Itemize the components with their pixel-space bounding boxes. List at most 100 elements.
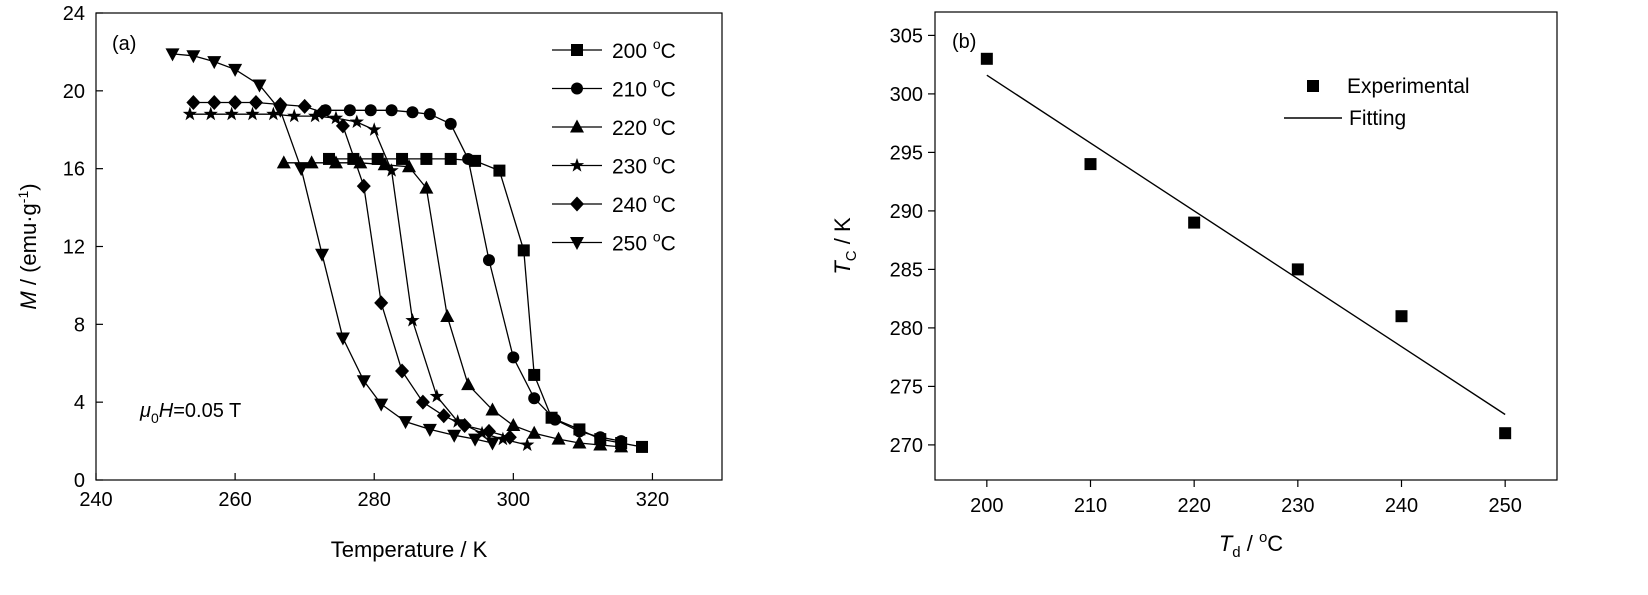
data-point — [398, 416, 413, 430]
chart-b: 200 210 220 230 240 250 270 275 280 285 290 295 300 3… — [830, 11, 1558, 561]
data-point — [385, 104, 398, 117]
series-210 — [319, 104, 628, 448]
panel-label-b: (b) — [952, 31, 976, 53]
data-point — [422, 423, 437, 437]
data-point — [1395, 310, 1408, 323]
data-point — [347, 152, 360, 165]
data-point — [186, 50, 201, 64]
data-point — [528, 368, 541, 381]
data-point — [461, 377, 476, 391]
data-point — [384, 163, 399, 177]
x-tick-label: 250 — [1488, 495, 1521, 517]
legend-marker — [570, 196, 584, 212]
data-point — [356, 375, 371, 389]
data-point — [371, 152, 384, 165]
data-point — [328, 155, 343, 169]
y-tick-label: 24 — [63, 3, 85, 25]
series-250 — [165, 48, 500, 451]
y-tick-label: 4 — [74, 392, 85, 414]
data-point — [395, 363, 410, 379]
y-tick-label: 295 — [890, 142, 923, 164]
data-point — [517, 244, 530, 257]
legend-label: 200 oC — [612, 36, 676, 63]
data-point — [245, 106, 260, 121]
fit-line — [986, 74, 1506, 416]
data-point — [1291, 263, 1304, 276]
data-point — [450, 414, 465, 428]
y-tick-label: 305 — [890, 25, 923, 47]
series-line — [193, 101, 511, 438]
data-point — [1084, 158, 1097, 171]
data-point — [228, 63, 243, 77]
data-point — [528, 392, 541, 405]
y-axis-title: M / (emu·g-1) — [15, 183, 41, 309]
data-point — [406, 106, 419, 119]
data-point — [502, 429, 517, 445]
y-tick-label: 20 — [63, 81, 85, 103]
legend-label: 250 oC — [612, 229, 676, 256]
x-axis-title: Temperature / K — [331, 537, 488, 562]
data-point — [485, 402, 500, 416]
legend-marker — [571, 44, 583, 56]
data-point — [307, 108, 323, 123]
legend-entry-experimental: Experimental — [1307, 75, 1470, 98]
y-tick-label: 12 — [63, 237, 85, 259]
data-point — [482, 254, 495, 267]
data-point — [436, 408, 451, 424]
data-point — [207, 95, 222, 111]
data-point — [593, 437, 608, 451]
y-tick-label: 8 — [74, 314, 85, 336]
legend-entry-200: 200 oC — [552, 36, 676, 63]
legend-entry-220: 220 oC — [552, 113, 676, 140]
data-point — [572, 435, 587, 449]
data-point — [203, 106, 218, 121]
data-point — [207, 56, 222, 70]
data-point — [273, 104, 288, 118]
data-point — [440, 309, 455, 323]
data-point — [335, 118, 350, 134]
legend-entry-240: 240 oC — [552, 190, 676, 217]
legend-label: 220 oC — [612, 113, 676, 140]
data-point — [364, 104, 377, 117]
x-tick-label: 240 — [1385, 495, 1418, 517]
x-tick-label: 260 — [218, 489, 251, 511]
data-point — [323, 152, 336, 165]
series-line — [283, 162, 622, 448]
data-point — [423, 108, 436, 121]
data-point — [462, 152, 475, 165]
data-point — [429, 388, 444, 403]
y-tick-label: 270 — [890, 435, 923, 457]
panel-label-a: (a) — [112, 33, 136, 55]
data-point — [252, 79, 267, 93]
data-point — [182, 106, 198, 121]
x-tick-label: 320 — [636, 489, 669, 511]
data-point — [444, 117, 457, 130]
series-240 — [186, 95, 517, 445]
data-point — [266, 106, 281, 121]
data-point — [377, 157, 392, 171]
data-point — [367, 122, 382, 136]
data-point — [573, 425, 586, 438]
field-annotation: μ0H=0.05 T — [139, 400, 241, 426]
data-point — [457, 418, 472, 434]
data-point — [335, 332, 350, 346]
data-point — [468, 433, 483, 447]
data-point — [396, 152, 409, 165]
data-point — [980, 52, 993, 65]
legend-marker — [570, 119, 584, 133]
y-tick-label: 300 — [890, 84, 923, 106]
y-tick-label: 0 — [74, 470, 85, 492]
x-tick-label: 220 — [1177, 495, 1210, 517]
data-point — [228, 95, 243, 111]
data-point — [1188, 216, 1201, 229]
legend-entry-fitting: Fitting — [1284, 107, 1406, 130]
data-point — [594, 431, 607, 444]
data-point — [527, 425, 542, 439]
data-point — [474, 425, 490, 440]
data-point — [165, 48, 180, 62]
data-point — [506, 418, 521, 432]
data-point — [297, 98, 312, 114]
y-tick-label: 16 — [63, 159, 85, 181]
x-tick-label: 200 — [970, 495, 1003, 517]
data-point — [493, 164, 506, 177]
